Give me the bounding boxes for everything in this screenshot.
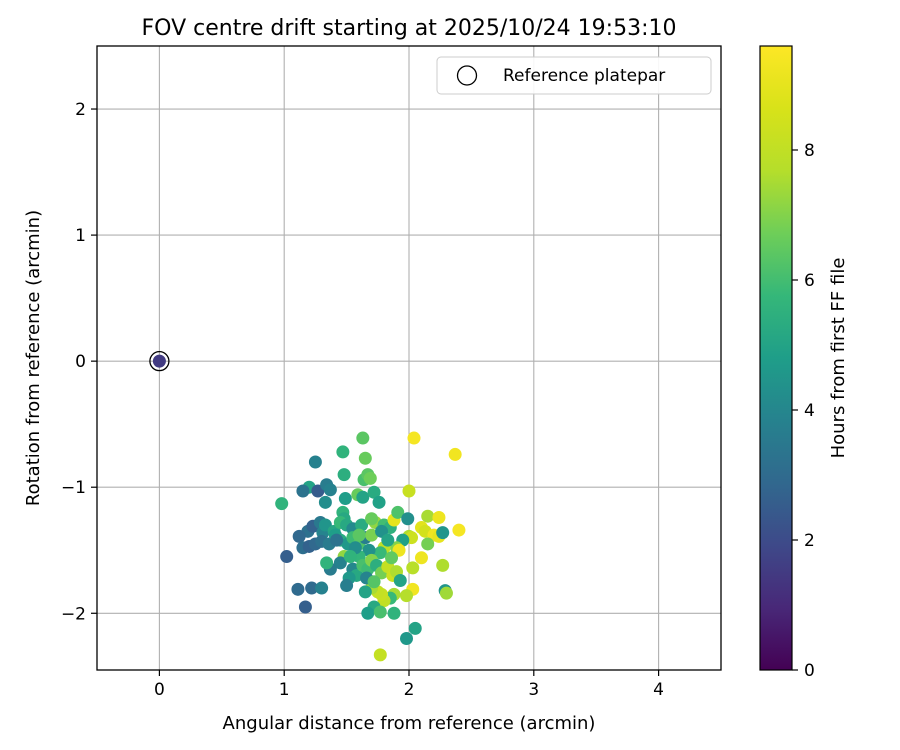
- data-point: [391, 505, 405, 519]
- legend-box: [436, 56, 712, 95]
- data-point: [361, 606, 375, 620]
- data-point: [373, 605, 387, 619]
- data-point: [305, 581, 319, 595]
- grid-lines: [97, 46, 721, 670]
- data-point: [336, 445, 350, 459]
- data-point: [291, 582, 305, 596]
- data-point: [280, 550, 294, 564]
- legend-marker-icon: [456, 65, 478, 86]
- colorbar-tick-label: 4: [804, 401, 815, 421]
- data-point: [315, 581, 329, 595]
- data-point: [358, 585, 372, 599]
- data-point: [385, 551, 399, 565]
- colorbar-tick-label: 8: [804, 141, 815, 161]
- data-point: [365, 512, 379, 526]
- x-tick-label: 1: [279, 680, 290, 700]
- data-point: [352, 528, 366, 542]
- y-tick-label: 1: [75, 226, 86, 246]
- data-point: [381, 533, 395, 547]
- colorbar-label: Hours from first FF file: [828, 258, 849, 459]
- data-point: [296, 484, 310, 498]
- x-tick-label: 3: [528, 680, 539, 700]
- chart-title: FOV centre drift starting at 2025/10/24 …: [142, 16, 677, 41]
- data-point: [402, 484, 416, 498]
- reference-point-group: [149, 351, 170, 372]
- data-point: [308, 455, 322, 469]
- x-tick-label: 2: [404, 680, 415, 700]
- data-point: [362, 543, 376, 557]
- data-point: [323, 483, 337, 497]
- colorbar-gradient: [759, 45, 793, 671]
- data-point: [406, 561, 420, 575]
- data-point: [340, 579, 354, 593]
- data-point: [400, 631, 414, 645]
- data-point: [292, 529, 306, 543]
- y-tick-label: −1: [61, 478, 86, 498]
- data-point: [400, 589, 414, 603]
- x-tick-label: 0: [154, 680, 165, 700]
- colorbar-tick-label: 0: [804, 661, 815, 681]
- y-axis-ticks: −2 −1 0 1 2: [61, 100, 97, 624]
- data-point: [373, 546, 387, 560]
- data-point: [436, 558, 450, 572]
- x-axis-label: Angular distance from reference (arcmin): [223, 713, 596, 734]
- data-point: [393, 573, 407, 587]
- y-tick-label: 0: [75, 352, 86, 372]
- y-tick-label: 2: [75, 100, 86, 120]
- data-point: [343, 550, 357, 564]
- reference-point-fill: [152, 354, 166, 368]
- data-point: [356, 490, 370, 504]
- reference-point-marker: [149, 351, 170, 372]
- data-point: [436, 526, 450, 540]
- data-point: [452, 523, 466, 537]
- data-point: [407, 431, 421, 445]
- colorbar-ticks: 0 2 4 6 8: [792, 141, 815, 681]
- data-point: [448, 447, 462, 461]
- data-point: [408, 621, 422, 635]
- data-point: [363, 471, 377, 485]
- data-point: [432, 510, 446, 524]
- y-axis-label: Rotation from reference (arcmin): [23, 210, 44, 506]
- colorbar-tick-label: 6: [804, 271, 815, 291]
- data-point: [373, 648, 387, 662]
- data-point: [365, 528, 379, 542]
- data-point: [421, 509, 435, 523]
- data-point: [372, 495, 386, 509]
- data-point: [439, 586, 453, 600]
- colorbar-tick-label: 2: [804, 531, 815, 551]
- data-point: [320, 556, 334, 570]
- data-point: [355, 518, 369, 532]
- data-point: [330, 533, 344, 547]
- x-axis-ticks: 0 1 2 3 4: [154, 670, 664, 700]
- data-point: [401, 512, 415, 526]
- data-point: [387, 606, 401, 620]
- data-point: [275, 497, 289, 511]
- x-tick-label: 4: [653, 680, 664, 700]
- data-point: [333, 556, 347, 570]
- y-tick-label: −2: [61, 604, 86, 624]
- data-point: [337, 468, 351, 482]
- data-point: [358, 451, 372, 465]
- colorbar: 0 2 4 6 8 Hours from first FF file: [759, 45, 849, 681]
- legend-label: Reference platepar: [503, 66, 665, 86]
- data-point: [298, 600, 312, 614]
- data-point: [338, 492, 352, 506]
- data-point: [356, 431, 370, 445]
- data-point: [421, 537, 435, 551]
- data-point: [318, 495, 332, 509]
- data-point: [367, 575, 381, 589]
- data-point: [367, 485, 381, 499]
- data-points: [275, 431, 466, 662]
- data-point: [414, 551, 428, 565]
- legend: Reference platepar: [436, 56, 712, 95]
